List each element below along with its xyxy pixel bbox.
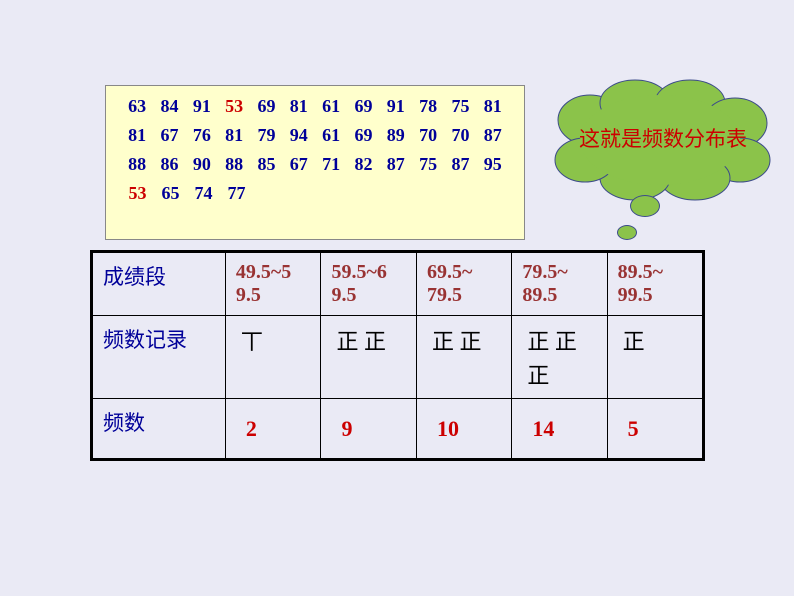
- data-value: 82: [347, 154, 379, 175]
- data-value: 76: [186, 125, 218, 146]
- data-value: 84: [153, 96, 185, 117]
- range-cell: 59.5~69.5: [321, 253, 417, 316]
- data-value: 53: [121, 183, 154, 204]
- data-value: 71: [315, 154, 347, 175]
- data-value: 63: [121, 96, 153, 117]
- data-rows: 6384915369816169917875818167768179946169…: [121, 96, 509, 204]
- data-value: 79: [250, 125, 282, 146]
- data-value: 88: [121, 154, 153, 175]
- data-value: 86: [153, 154, 185, 175]
- range-cell: 89.5~99.5: [607, 253, 702, 316]
- cloud-text: 这就是频数分布表: [563, 123, 763, 153]
- frequency-cell: 14: [512, 399, 607, 459]
- data-value: 77: [220, 183, 253, 204]
- frequency-cell: 5: [607, 399, 702, 459]
- data-value: 70: [412, 125, 444, 146]
- data-value: 67: [153, 125, 185, 146]
- data-value: 61: [315, 125, 347, 146]
- data-value: 67: [283, 154, 315, 175]
- data-value: 81: [283, 96, 315, 117]
- data-value: 85: [250, 154, 282, 175]
- data-value: 90: [186, 154, 218, 175]
- data-row: 816776817994616989707087: [121, 125, 509, 146]
- table-row-ranges: 成绩段 49.5~59.559.5~69.569.5~79.579.5~89.5…: [93, 253, 703, 316]
- data-value: 69: [250, 96, 282, 117]
- tally-cell: 正 正: [416, 316, 511, 399]
- data-value: 89: [380, 125, 412, 146]
- data-value: 61: [315, 96, 347, 117]
- data-value: 94: [283, 125, 315, 146]
- tally-cell: 丅: [225, 316, 321, 399]
- frequency-cell: 9: [321, 399, 417, 459]
- data-value: 81: [477, 96, 509, 117]
- data-value: 87: [380, 154, 412, 175]
- data-row: 638491536981616991787581: [121, 96, 509, 117]
- data-value: 91: [380, 96, 412, 117]
- data-row: 888690888567718287758795: [121, 154, 509, 175]
- data-value: 75: [412, 154, 444, 175]
- data-value: 78: [412, 96, 444, 117]
- data-value: 69: [347, 125, 379, 146]
- data-value: 88: [218, 154, 250, 175]
- data-value: 95: [477, 154, 509, 175]
- frequency-table: 成绩段 49.5~59.559.5~69.569.5~79.579.5~89.5…: [90, 250, 705, 461]
- range-cell: 69.5~79.5: [416, 253, 511, 316]
- tally-cell: 正: [607, 316, 702, 399]
- table-row-tally: 频数记录 丅正 正正 正正 正正正: [93, 316, 703, 399]
- cloud-bubble-2: [617, 225, 637, 240]
- header-score-range: 成绩段: [93, 253, 226, 316]
- frequency-cell: 2: [225, 399, 321, 459]
- frequency-cell: 10: [416, 399, 511, 459]
- table-row-freq: 频数 2910145: [93, 399, 703, 459]
- data-value: 75: [444, 96, 476, 117]
- data-value: 65: [154, 183, 187, 204]
- tally-cell: 正 正: [321, 316, 417, 399]
- data-value: 70: [444, 125, 476, 146]
- data-value: 81: [121, 125, 153, 146]
- cloud-bubble-1: [630, 195, 660, 217]
- data-value: 87: [444, 154, 476, 175]
- data-value: 74: [187, 183, 220, 204]
- range-cell: 49.5~59.5: [225, 253, 321, 316]
- data-value: 91: [186, 96, 218, 117]
- data-value: 53: [218, 96, 250, 117]
- cloud-callout: 这就是频数分布表: [545, 75, 775, 245]
- data-row: 53657477: [121, 183, 509, 204]
- header-tally: 频数记录: [93, 316, 226, 399]
- data-value: 69: [347, 96, 379, 117]
- header-frequency: 频数: [93, 399, 226, 459]
- data-value: 81: [218, 125, 250, 146]
- data-value: 87: [477, 125, 509, 146]
- tally-cell: 正 正正: [512, 316, 607, 399]
- raw-data-box: 6384915369816169917875818167768179946169…: [105, 85, 525, 240]
- range-cell: 79.5~89.5: [512, 253, 607, 316]
